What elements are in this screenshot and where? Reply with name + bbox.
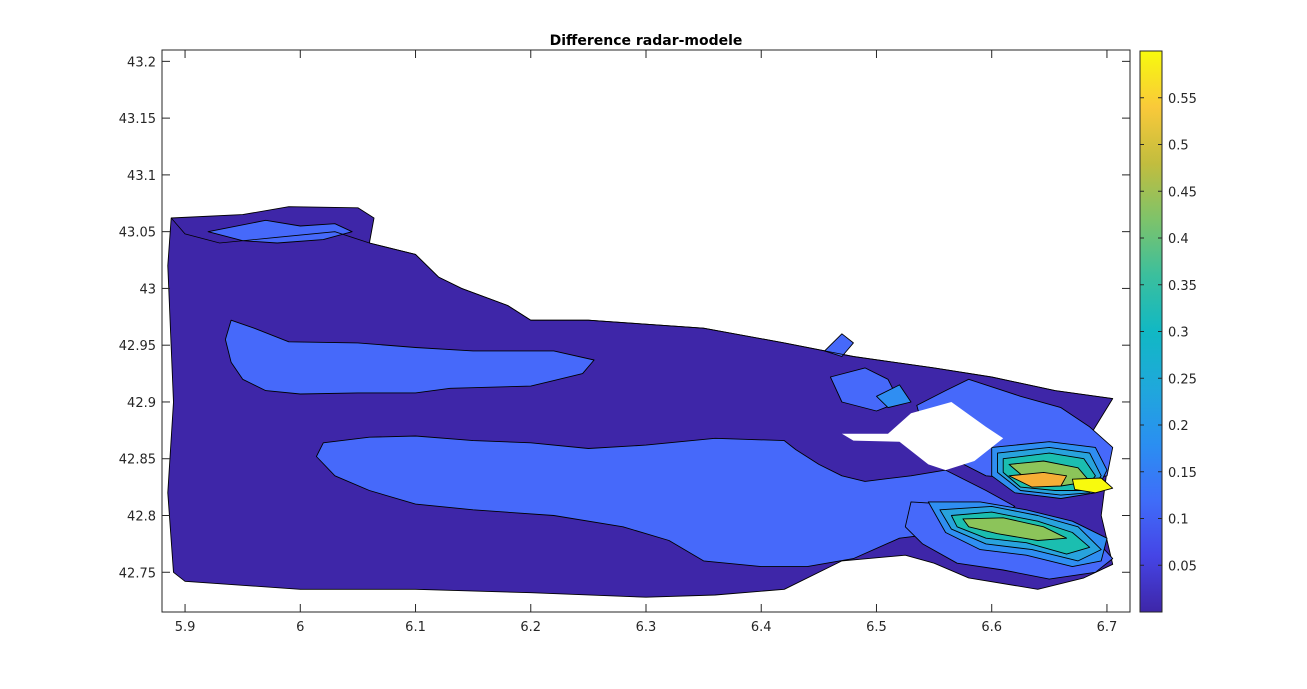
x-tick-label: 6.4 bbox=[751, 620, 772, 635]
y-tick-label: 42.8 bbox=[127, 509, 156, 524]
y-tick-label: 43.05 bbox=[119, 226, 156, 241]
colorbar: 0.05 0.1 0.15 0.2 0.25 0.3 0.35 0.4 0.45 0.5 0.55 bbox=[1139, 50, 1197, 613]
contour-plot bbox=[167, 206, 1114, 598]
y-tick-label: 42.9 bbox=[127, 396, 156, 411]
y-tick-label: 43 bbox=[139, 282, 156, 297]
contour-region-10 bbox=[876, 384, 912, 409]
colorbar-tick-label: 0.2 bbox=[1168, 419, 1189, 434]
contour-region-2 bbox=[207, 219, 353, 244]
contour-region-1 bbox=[224, 319, 595, 395]
y-tick-label: 42.95 bbox=[119, 339, 156, 354]
colorbar-tick-label: 0.35 bbox=[1168, 279, 1197, 294]
colorbar-tick-label: 0.55 bbox=[1168, 92, 1197, 107]
y-tick-label: 43.1 bbox=[127, 169, 156, 184]
coastline-edge bbox=[170, 217, 1113, 399]
contour-region-16 bbox=[962, 517, 1068, 541]
colorbar-ticks: 0.05 0.1 0.15 0.2 0.25 0.3 0.35 0.4 0.45 0.5 0.55 bbox=[1140, 92, 1197, 574]
colorbar-tick-label: 0.25 bbox=[1168, 372, 1197, 387]
chart-title: Difference radar-modele bbox=[550, 33, 743, 49]
x-tick-label: 6.7 bbox=[1097, 620, 1118, 635]
x-tick-label: 5.9 bbox=[175, 620, 196, 635]
x-tick-label: 6.5 bbox=[866, 620, 887, 635]
x-tick-label: 6.2 bbox=[520, 620, 541, 635]
contour-region-17 bbox=[1008, 471, 1068, 488]
colorbar-tick-label: 0.5 bbox=[1168, 139, 1189, 154]
y-tick-label: 42.75 bbox=[119, 566, 156, 581]
y-tick-label: 43.2 bbox=[127, 55, 156, 70]
contour-region-3 bbox=[315, 435, 1016, 568]
y-tick-label: 42.85 bbox=[119, 453, 156, 468]
x-tick-label: 6.6 bbox=[981, 620, 1002, 635]
x-tick-label: 6.1 bbox=[405, 620, 426, 635]
colorbar-tick-label: 0.3 bbox=[1168, 326, 1189, 341]
colorbar-tick-label: 0.1 bbox=[1168, 513, 1189, 528]
x-tick-label: 6.3 bbox=[636, 620, 657, 635]
x-tick-label: 6 bbox=[296, 620, 304, 635]
colorbar-tick-label: 0.4 bbox=[1168, 232, 1189, 247]
no-data-mask-0 bbox=[841, 402, 1004, 471]
colorbar-tick-label: 0.45 bbox=[1168, 185, 1197, 200]
y-axis: 42.75 42.8 42.85 42.9 42.95 43 43.05 43.1 43.15 4… bbox=[119, 55, 1130, 581]
colorbar-tick-label: 0.15 bbox=[1168, 466, 1197, 481]
colorbar-tick-label: 0.05 bbox=[1168, 559, 1197, 574]
contour-region-7 bbox=[824, 333, 854, 357]
contour-region-18 bbox=[1071, 477, 1114, 494]
y-tick-label: 43.15 bbox=[119, 112, 156, 127]
x-axis: 5.9 6 6.1 6.2 6.3 6.4 6.5 6.6 6.7 bbox=[175, 50, 1118, 635]
